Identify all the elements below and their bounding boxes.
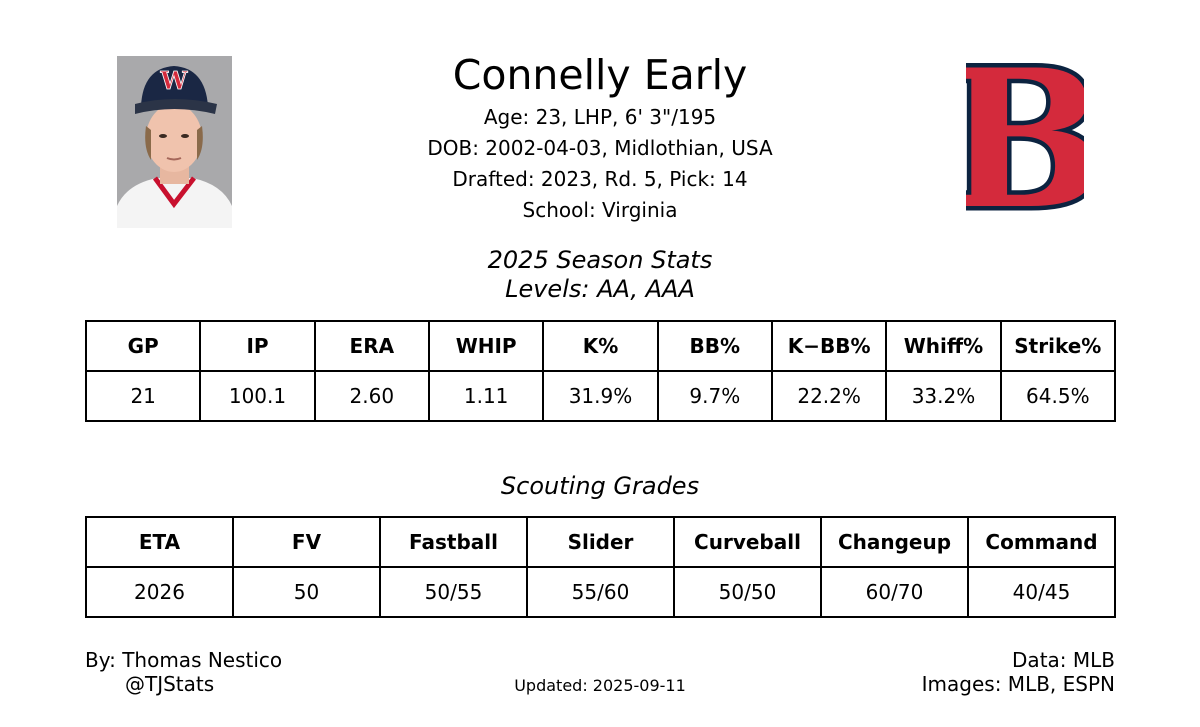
footer-credits: By: Thomas Nestico @TJStats — [85, 648, 282, 696]
header-cell-k-pct: K% — [542, 320, 659, 372]
header-cell-slider: Slider — [526, 516, 675, 568]
season-stats-title: 2025 Season Stats — [487, 246, 713, 274]
header-cell-whiff-pct: Whiff% — [885, 320, 1002, 372]
value-cell-strike-pct: 64.5% — [999, 370, 1117, 422]
header-cell-bb-pct: BB% — [656, 320, 773, 372]
team-logo: B — [940, 24, 1110, 256]
header-cell-whip: WHIP — [427, 320, 545, 372]
season-stats-table: GP IP ERA WHIP K% BB% K−BB% Whiff% Strik… — [84, 320, 1117, 422]
player-headshot: W — [117, 56, 232, 228]
table-header-row: ETA FV Fastball Slider Curveball Changeu… — [85, 516, 1116, 568]
value-cell-fv: 50 — [232, 566, 381, 618]
header-cell-curveball: Curveball — [673, 516, 822, 568]
season-stats-levels: Levels: AA, AAA — [505, 275, 695, 303]
player-draft-line: Drafted: 2023, Rd. 5, Pick: 14 — [452, 167, 748, 191]
header-cell-gp: GP — [84, 320, 202, 372]
author-handle: @TJStats — [125, 672, 215, 696]
header-cell-fastball: Fastball — [379, 516, 528, 568]
value-cell-slider: 55/60 — [526, 566, 675, 618]
header-cell-k-minus-bb-pct: K−BB% — [770, 320, 888, 372]
value-cell-gp: 21 — [84, 370, 202, 422]
header-cell-eta: ETA — [85, 516, 234, 568]
value-cell-k-pct: 31.9% — [542, 370, 659, 422]
player-name: Connelly Early — [452, 51, 748, 99]
value-cell-eta: 2026 — [85, 566, 234, 618]
header-cell-command: Command — [967, 516, 1116, 568]
table-header-row: GP IP ERA WHIP K% BB% K−BB% Whiff% Strik… — [84, 320, 1117, 372]
player-school-line: School: Virginia — [522, 198, 678, 222]
logo-letter: B — [966, 60, 1084, 222]
player-dob-line: DOB: 2002-04-03, Midlothian, USA — [427, 136, 773, 160]
header-cell-changeup: Changeup — [820, 516, 969, 568]
cap-letter: W — [160, 66, 189, 95]
value-cell-curveball: 50/50 — [673, 566, 822, 618]
images-source: Images: MLB, ESPN — [921, 672, 1115, 696]
player-header: Connelly Early Age: 23, LHP, 6' 3"/195 D… — [300, 50, 900, 226]
table-row: 2026 50 50/55 55/60 50/50 60/70 40/45 — [85, 566, 1116, 618]
header-cell-ip: IP — [199, 320, 316, 372]
scouting-grades-title: Scouting Grades — [500, 472, 700, 500]
data-source: Data: MLB — [1012, 648, 1115, 672]
header-cell-strike-pct: Strike% — [999, 320, 1117, 372]
value-cell-command: 40/45 — [967, 566, 1116, 618]
season-stats-heading: 2025 Season Stats Levels: AA, AAA — [0, 246, 1200, 304]
value-cell-fastball: 50/55 — [379, 566, 528, 618]
scouting-grades-table: ETA FV Fastball Slider Curveball Changeu… — [85, 516, 1116, 618]
value-cell-bb-pct: 9.7% — [656, 370, 773, 422]
footer-sources: Data: MLB Images: MLB, ESPN — [922, 648, 1115, 696]
table-row: 21 100.1 2.60 1.11 31.9% 9.7% 22.2% 33.2… — [84, 370, 1117, 422]
value-cell-ip: 100.1 — [199, 370, 316, 422]
updated-date: Updated: 2025-09-11 — [514, 676, 686, 695]
header-cell-era: ERA — [313, 320, 430, 372]
value-cell-era: 2.60 — [313, 370, 430, 422]
value-cell-whiff-pct: 33.2% — [885, 370, 1002, 422]
player-age-line: Age: 23, LHP, 6' 3"/195 — [483, 105, 717, 129]
author-credit: By: Thomas Nestico — [85, 648, 283, 672]
value-cell-whip: 1.11 — [427, 370, 545, 422]
value-cell-changeup: 60/70 — [820, 566, 969, 618]
value-cell-k-minus-bb-pct: 22.2% — [770, 370, 888, 422]
header-cell-fv: FV — [232, 516, 381, 568]
